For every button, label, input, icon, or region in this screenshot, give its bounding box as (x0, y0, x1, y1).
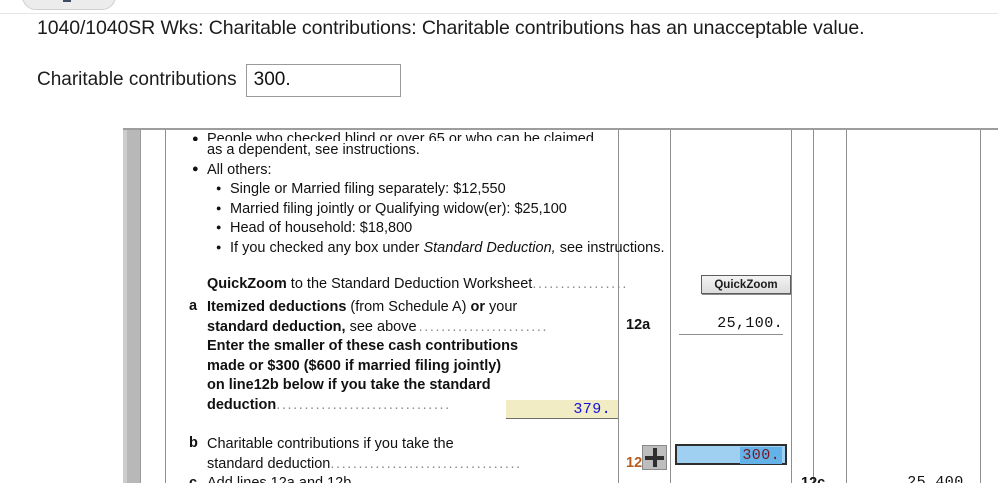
line-12b-row-1: Charitable contributions if you take the (207, 436, 454, 452)
line-12a-normal-2: your (485, 299, 518, 315)
quickzoom-row: QuickZoom to the Standard Deduction Work… (207, 275, 627, 295)
charitable-contributions-field-row: Charitable contributions (37, 63, 401, 97)
cell-12c-value[interactable]: 25,400. (907, 474, 973, 483)
line-12a-row-1: Itemized deductions (from Schedule A) or… (207, 298, 627, 318)
worksheet-rule-a (165, 130, 166, 483)
quickzoom-row-dots: ................. (532, 276, 629, 292)
move-cursor-icon (642, 445, 667, 470)
quickzoom-button[interactable]: QuickZoom (701, 275, 791, 294)
quickzoom-row-text: to the Standard Deduction Worksheet (286, 276, 533, 292)
line-12a-normal-3: see above (345, 318, 417, 335)
charitable-contributions-label: Charitable contributions (37, 69, 237, 90)
line-12b-row-2-text: standard deduction (207, 455, 331, 472)
line-12a-dots: ........................ (413, 318, 549, 335)
line-12a-instruction-3: on line12b below if you take the standar… (207, 377, 491, 393)
line-12a-text: Itemized deductions (from Schedule A) or… (207, 298, 627, 415)
tax-worksheet-panel: People who checked blind or over 65 or w… (123, 128, 998, 483)
worksheet-left-gutter[interactable] (123, 130, 141, 483)
line-12a-row-2: standard deduction, see above (207, 318, 627, 338)
line-12a-instruction-dots: ............................... (276, 396, 451, 413)
toolbar-strip (0, 0, 998, 13)
line-12b-dots-inline: .................................. (330, 455, 522, 472)
line-12a-instruction-4: deduction............................... (207, 396, 627, 416)
bullet-sub-4-post: see instructions. (555, 239, 665, 256)
validation-message: 1040/1040SR Wks: Charitable contribution… (37, 17, 865, 39)
worksheet-gutter-highlight (123, 130, 127, 483)
bullet-sub-3: Head of household: $18,800 (178, 218, 618, 239)
cell-12b-value: 300. (740, 447, 782, 464)
line-12a-bold-1: Itemized deductions (207, 299, 347, 315)
bullet-sub-4-pre: If you checked any box under (230, 239, 424, 256)
line-12a-normal-1: (from Schedule A) (346, 299, 471, 315)
line-12c-dots: ........................................… (351, 475, 678, 483)
cell-12b-label: 12 (626, 455, 643, 471)
toolbar-button-glyph-icon (63, 0, 71, 2)
line-12b-text: Charitable contributions if you take the… (207, 435, 627, 474)
quickzoom-bold-prefix: QuickZoom (207, 276, 287, 292)
line-12c-label-text: Add lines 12a and 12b (207, 475, 352, 483)
worksheet-rule-c (670, 130, 671, 483)
line-12c-text: Add lines 12a and 12b...................… (207, 475, 676, 483)
toolbar-partial-button[interactable] (22, 0, 116, 10)
line-12a-instruction-4-text: deduction (207, 396, 277, 413)
line-12a-bold-2: or (470, 299, 486, 315)
line-12b-row-2: standard deduction......................… (207, 455, 627, 475)
worksheet-rule-f (846, 130, 847, 483)
bullet-line-2: as a dependent, see instructions. (207, 142, 420, 158)
cell-12c-label: 12c (801, 475, 826, 483)
worksheet-rule-g (980, 130, 981, 483)
line-12b-letter: b (189, 435, 198, 451)
line-12c-letter: c (189, 475, 198, 483)
bullet-sub-4: If you checked any box under Standard De… (178, 238, 664, 259)
cell-12a-computed-value: 379. (573, 401, 611, 418)
worksheet-rule-e (813, 130, 814, 483)
line-12a-instruction-2: made or $300 ($600 if married filing joi… (207, 357, 502, 374)
header-divider (0, 13, 998, 14)
bullet-sub-4-italic: Standard Deduction, (423, 239, 556, 256)
bullet-line-3: All others: (178, 160, 618, 181)
cell-12b-input-field[interactable]: 300. (675, 444, 787, 465)
bullet-sub-2: Married filing jointly or Qualifying wid… (178, 199, 618, 220)
line-12a-letter: a (189, 298, 198, 314)
standard-deduction-bullets: People who checked blind or over 65 or w… (178, 130, 664, 259)
bullet-line-1-text: People who checked blind or over 65 or w… (207, 131, 594, 141)
cell-12a-computed-field[interactable]: 379. (506, 400, 618, 419)
bullet-sub-1: Single or Married filing separately: $12… (178, 179, 618, 200)
worksheet-rule-b (618, 130, 619, 483)
cell-12a-value[interactable]: 25,100. (679, 315, 783, 335)
line-12a-bold-3: standard deduction, (207, 318, 346, 335)
charitable-contributions-input[interactable] (245, 63, 401, 97)
worksheet-rule-d (791, 130, 792, 483)
line-12a-instruction-1: Enter the smaller of these cash contribu… (207, 338, 519, 354)
cell-12a-label: 12a (626, 317, 651, 333)
bullet-line-1: People who checked blind or over 65 or w… (178, 130, 618, 141)
